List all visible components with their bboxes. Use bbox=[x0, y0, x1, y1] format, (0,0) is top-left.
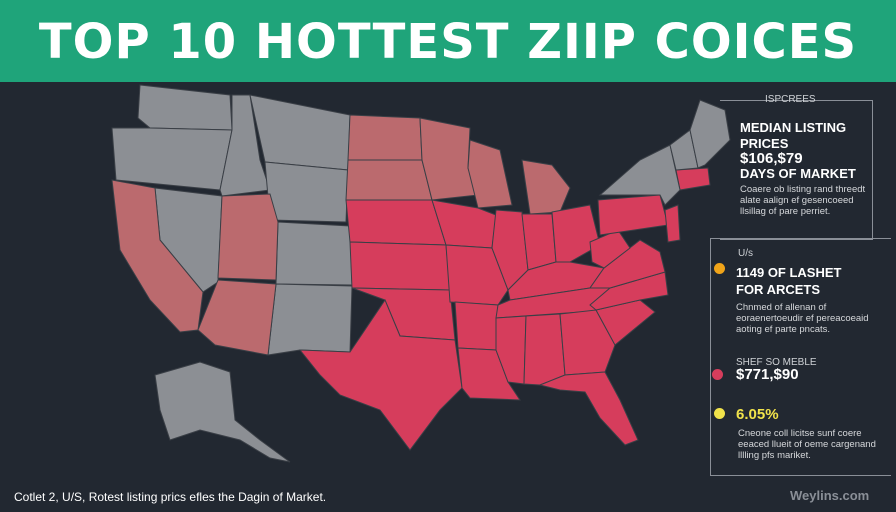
state-indiana bbox=[521, 213, 557, 271]
footer-caption: Cotlet 2, U/S, Rotest listing prics efle… bbox=[14, 490, 327, 504]
state-massachusetts bbox=[675, 167, 711, 191]
state-utah bbox=[217, 193, 279, 281]
state-colorado bbox=[275, 221, 353, 286]
state-pennsylvania bbox=[597, 194, 669, 236]
state-kansas bbox=[349, 241, 451, 291]
page-title: TOP 10 HOTTEST ZIIP COICES bbox=[38, 14, 858, 70]
us-map bbox=[0, 82, 896, 482]
state-new-york bbox=[598, 144, 681, 206]
state-wyoming bbox=[264, 161, 349, 223]
state-ohio bbox=[551, 204, 601, 263]
legend-hot-markets: 1149 OF LASHET FOR ARCETS bbox=[736, 265, 842, 297]
hot-marker-dot bbox=[714, 263, 725, 274]
legend-tag-2: U/s bbox=[738, 248, 753, 259]
legend-days-label: DAYS OF MARKET bbox=[740, 166, 856, 181]
legend-panel-top bbox=[720, 100, 873, 240]
legend-desc-3: Cneone coll licitse sunf coere eeaced ll… bbox=[738, 428, 876, 461]
legend-price-2: $771,$90 bbox=[736, 366, 799, 383]
yellow-marker-dot bbox=[714, 408, 725, 419]
state-virginia bbox=[589, 239, 666, 289]
legend-pct: 6.05% bbox=[736, 406, 779, 423]
state-washington bbox=[137, 84, 233, 131]
state-florida bbox=[538, 371, 639, 446]
state-alaska bbox=[154, 361, 291, 463]
state-montana bbox=[249, 94, 351, 171]
state-idaho bbox=[219, 94, 271, 197]
state-north-dakota bbox=[347, 114, 423, 161]
state-missouri bbox=[445, 244, 509, 306]
state-nebraska bbox=[345, 199, 447, 246]
legend-panel-bottom bbox=[710, 238, 891, 476]
state-georgia bbox=[559, 309, 616, 376]
state-texas bbox=[298, 298, 463, 451]
state-new-jersey bbox=[664, 204, 681, 243]
state-michigan bbox=[521, 159, 571, 215]
legend-heading: MEDIAN LISTING PRICES bbox=[740, 120, 847, 151]
state-new-mexico bbox=[267, 283, 353, 356]
state-mississippi bbox=[495, 315, 527, 385]
legend-tag-3: SHEF SO MEBLE bbox=[736, 357, 817, 368]
state-oregon bbox=[111, 127, 233, 191]
legend-desc-2: Chnmed of allenan of eoraenertoeudir ef … bbox=[736, 302, 869, 335]
red-marker-dot bbox=[712, 369, 723, 380]
state-maine bbox=[689, 99, 731, 169]
state-wisconsin bbox=[467, 139, 513, 209]
state-south-dakota bbox=[345, 159, 433, 201]
state-arkansas bbox=[454, 301, 499, 351]
legend-tag: ISPCREES bbox=[765, 94, 816, 105]
state-alabama bbox=[523, 313, 566, 386]
legend-price: $106,$79 bbox=[740, 150, 803, 167]
state-arizona bbox=[197, 279, 277, 356]
legend-desc-1: Coaere ob listing rand threedt alate aal… bbox=[740, 184, 866, 217]
credit-watermark: Weylins.com bbox=[790, 488, 870, 503]
title-banner: TOP 10 HOTTEST ZIIP COICES bbox=[0, 0, 896, 82]
